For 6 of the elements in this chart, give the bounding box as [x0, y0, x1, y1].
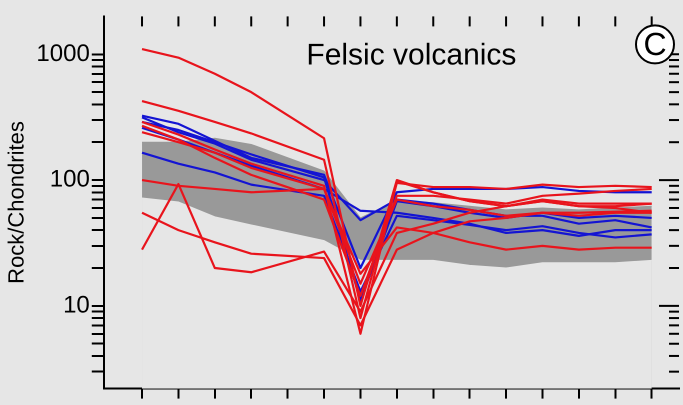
annotation: C	[643, 26, 667, 62]
y-axis-title: Rock/Chondrites	[3, 121, 28, 284]
y-tick-label: 100	[50, 166, 90, 193]
y-tick-label: 1000	[36, 40, 90, 67]
text: Felsic volcanics	[306, 38, 516, 72]
y-tick-label: 10	[63, 292, 90, 318]
